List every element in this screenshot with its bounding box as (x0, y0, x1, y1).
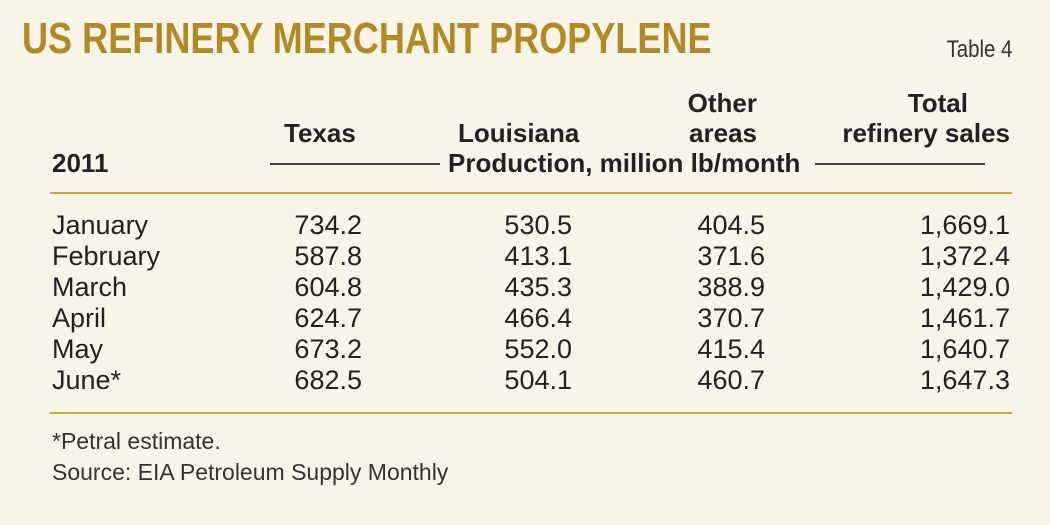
cell-other: 415.4 (697, 334, 765, 364)
cell-total: 1,429.0 (919, 272, 1010, 302)
cell-texas: 624.7 (294, 303, 362, 333)
cell-texas: 734.2 (294, 210, 362, 240)
header-louisiana: Louisiana (458, 118, 580, 148)
bottom-rule (50, 412, 1012, 414)
header-unit: Production, million lb/month (448, 148, 801, 178)
header-dash-right (815, 163, 985, 165)
cell-month: February (52, 241, 161, 271)
table-number: Table 4 (946, 36, 1012, 63)
header-texas: Texas (284, 118, 356, 148)
cell-texas: 587.8 (294, 241, 362, 271)
cell-texas: 604.8 (294, 272, 362, 302)
cell-louisiana: 435.3 (504, 272, 572, 302)
footnote: *Petral estimate. (52, 428, 221, 454)
header-other-line2: areas (689, 118, 757, 148)
table-row: March 604.8 435.3 388.9 1,429.0 (0, 272, 1050, 303)
cell-total: 1,647.3 (919, 365, 1010, 395)
cell-other: 460.7 (697, 365, 765, 395)
table-row: May 673.2 552.0 415.4 1,640.7 (0, 334, 1050, 365)
cell-other: 404.5 (697, 210, 765, 240)
top-rule (50, 192, 1012, 194)
header-dash-left (270, 163, 440, 165)
cell-month: April (52, 303, 107, 333)
cell-louisiana: 552.0 (504, 334, 572, 364)
table-row: April 624.7 466.4 370.7 1,461.7 (0, 303, 1050, 334)
cell-louisiana: 530.5 (504, 210, 572, 240)
cell-total: 1,640.7 (919, 334, 1010, 364)
cell-louisiana: 504.1 (504, 365, 572, 395)
cell-other: 371.6 (697, 241, 765, 271)
header-total-line2: refinery sales (842, 118, 1010, 148)
cell-total: 1,461.7 (919, 303, 1010, 333)
header-other-line1: Other (687, 88, 757, 118)
table-row: February 587.8 413.1 371.6 1,372.4 (0, 241, 1050, 272)
header-total-line1: Total (907, 88, 968, 118)
cell-other: 388.9 (697, 272, 765, 302)
table-title: US REFINERY MERCHANT PROPYLENE (22, 14, 712, 63)
cell-month: January (52, 210, 149, 240)
table-row: June* 682.5 504.1 460.7 1,647.3 (0, 365, 1050, 396)
cell-month: March (52, 272, 128, 302)
cell-total: 1,372.4 (919, 241, 1010, 271)
cell-total: 1,669.1 (919, 210, 1010, 240)
cell-month: June* (52, 365, 122, 395)
cell-louisiana: 466.4 (504, 303, 572, 333)
cell-other: 370.7 (697, 303, 765, 333)
cell-month: May (52, 334, 104, 364)
source-note: Source: EIA Petroleum Supply Monthly (52, 459, 449, 485)
cell-louisiana: 413.1 (504, 241, 572, 271)
cell-texas: 673.2 (294, 334, 362, 364)
cell-texas: 682.5 (294, 365, 362, 395)
table-row: January 734.2 530.5 404.5 1,669.1 (0, 210, 1050, 241)
header-year: 2011 (52, 148, 109, 178)
